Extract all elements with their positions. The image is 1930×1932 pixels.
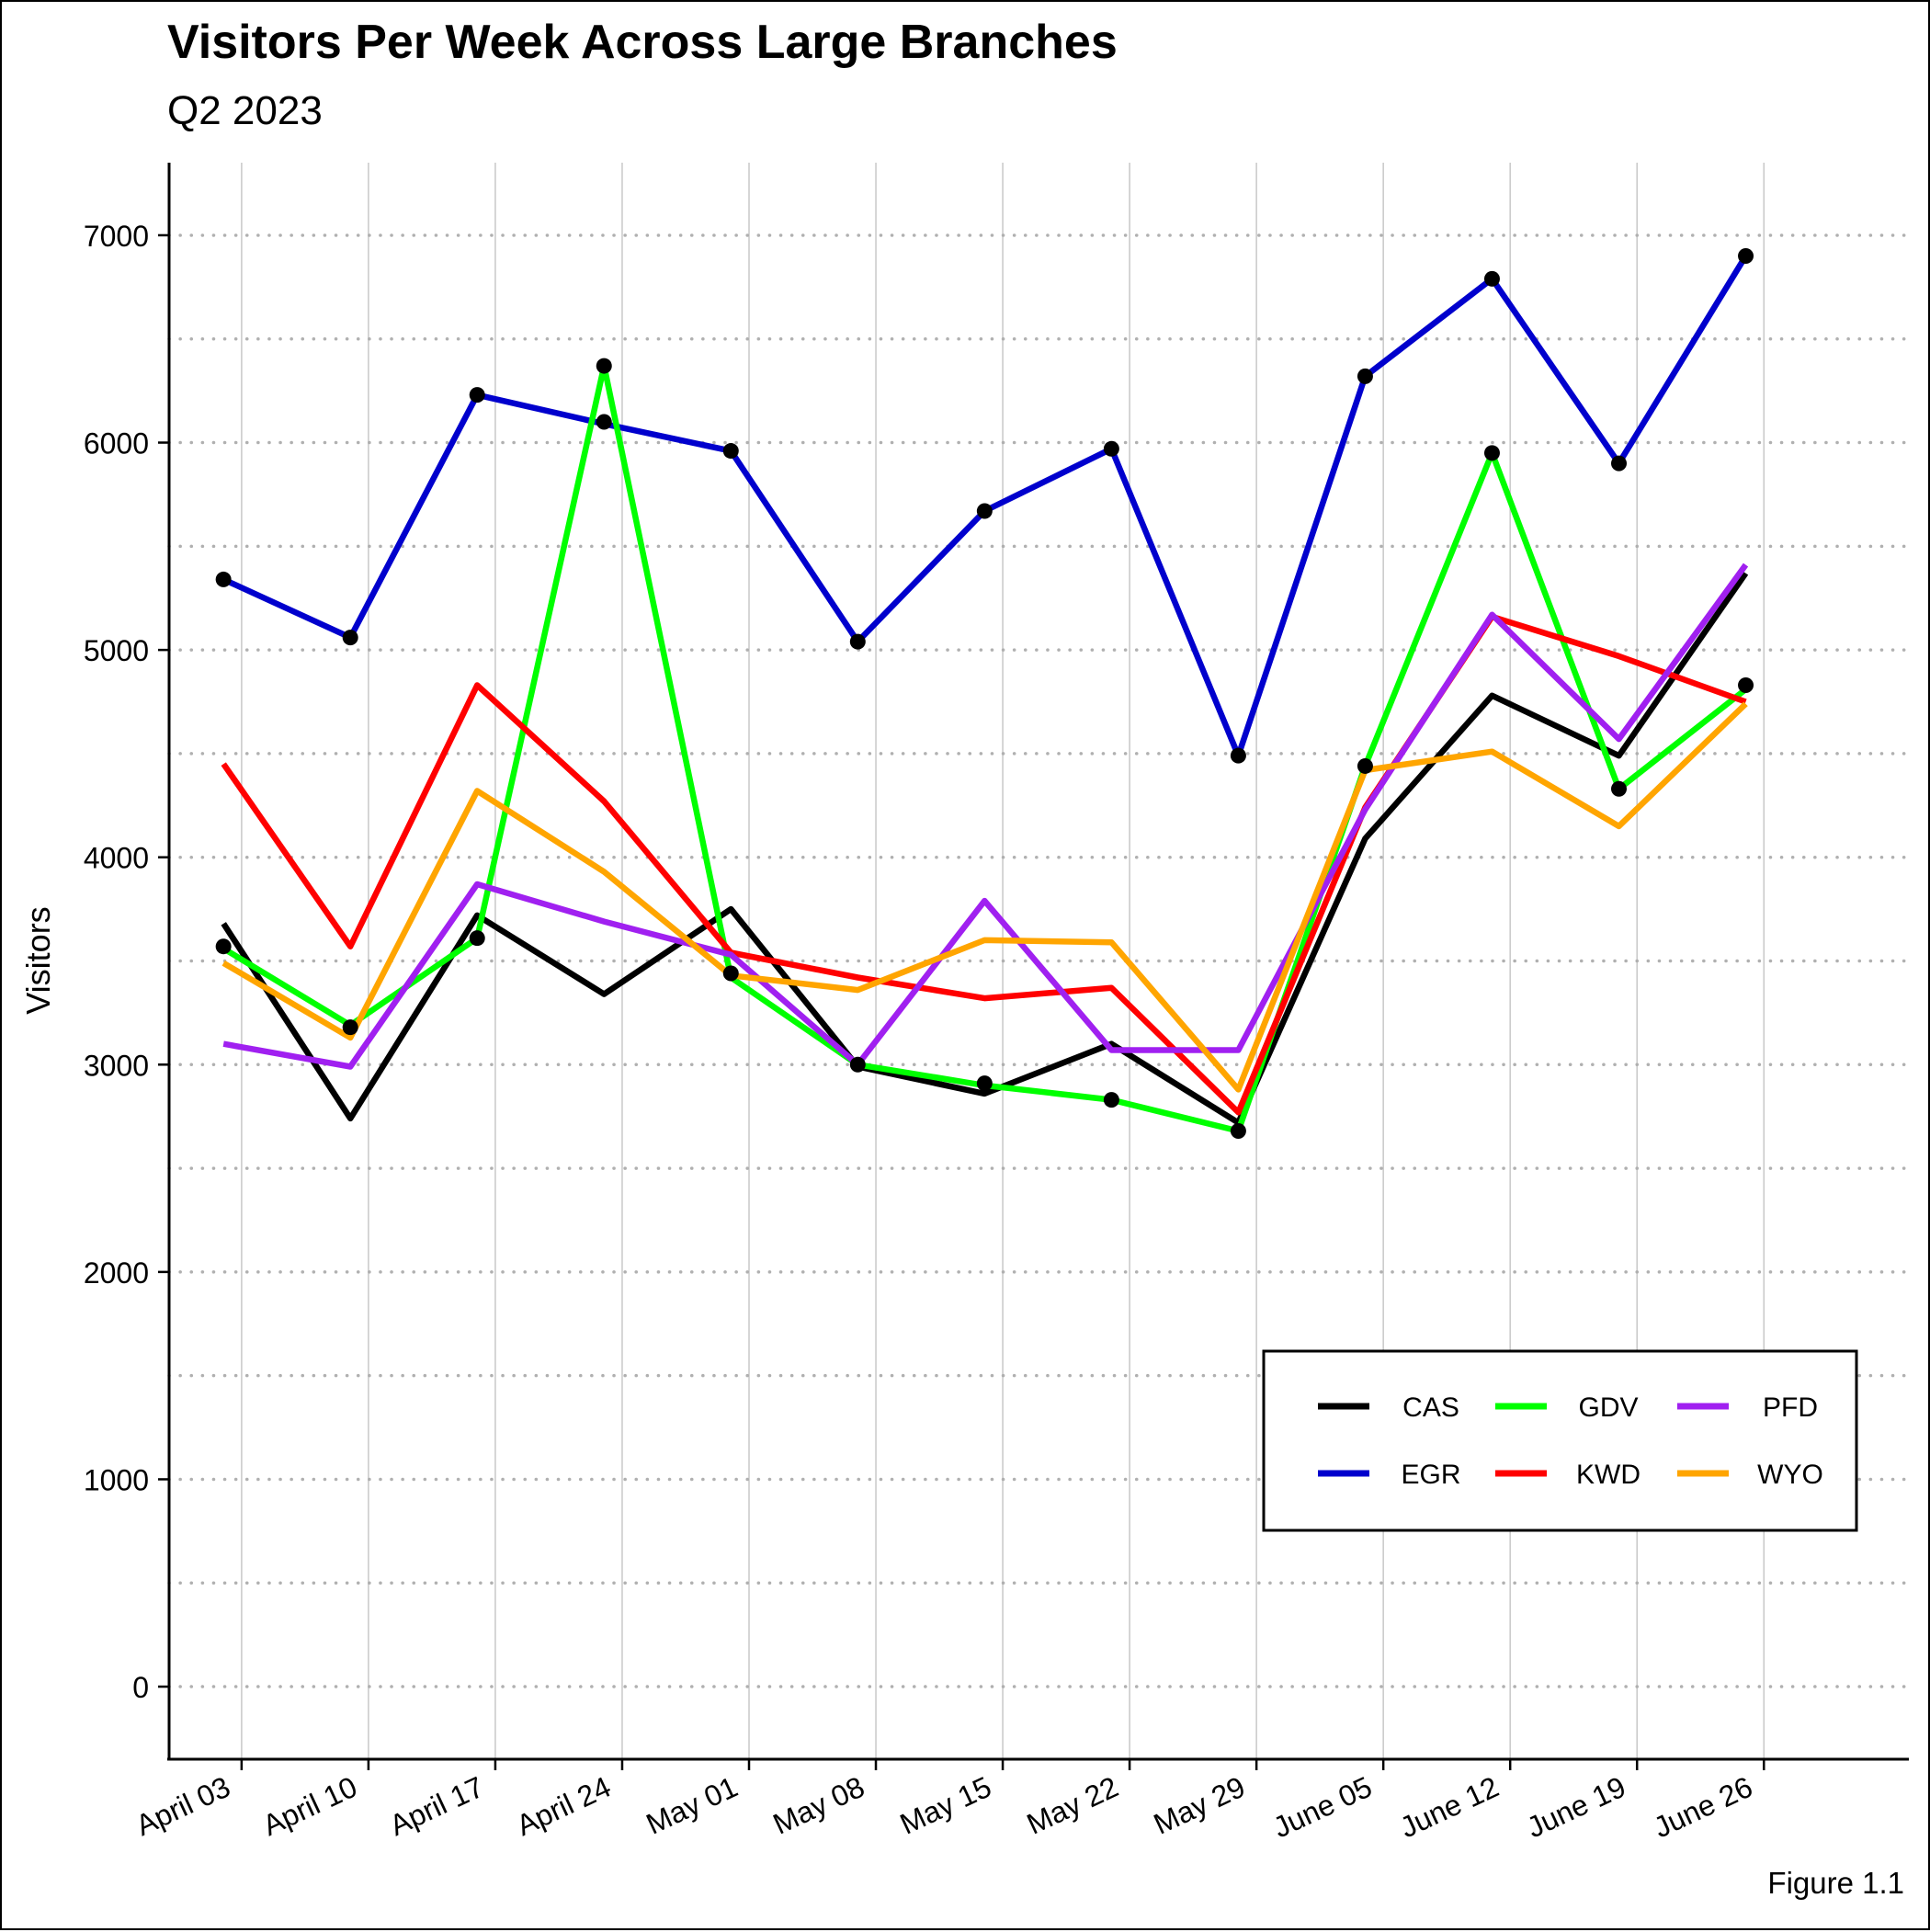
data-point [1230, 747, 1246, 764]
x-tick-label: April 17 [384, 1770, 489, 1842]
data-point [596, 414, 612, 430]
x-tick-label: April 10 [257, 1770, 362, 1842]
chart-subtitle: Q2 2023 [167, 88, 323, 133]
series-lines [221, 254, 1749, 1134]
y-tick-label: 5000 [84, 634, 149, 667]
legend: CAS EGR GDV KWD PFD WYO [1262, 1349, 1858, 1532]
data-point [722, 965, 739, 982]
chart-title: Visitors Per Week Across Large Branches [167, 16, 1118, 69]
legend-label-egr: EGR [1401, 1460, 1460, 1490]
legend-label-wyo: WYO [1757, 1460, 1823, 1490]
y-tick-label: 4000 [84, 842, 149, 875]
data-point [342, 630, 358, 646]
data-point [1357, 757, 1373, 774]
series-line-wyo [221, 701, 1748, 1093]
y-tick-label: 3000 [84, 1049, 149, 1082]
data-points [215, 248, 1754, 1139]
data-point [342, 1019, 358, 1036]
legend-label-kwd: KWD [1576, 1460, 1640, 1490]
data-point [1611, 780, 1627, 797]
x-tick-label: June 26 [1649, 1770, 1757, 1845]
series-line-pfd [222, 563, 1749, 1070]
legend-label-pfd: PFD [1763, 1392, 1818, 1423]
x-tick-label: April 03 [131, 1770, 235, 1842]
data-point [1103, 1092, 1119, 1108]
series-line-kwd [221, 613, 1747, 1116]
data-point [1103, 440, 1119, 457]
data-point [849, 1056, 866, 1073]
x-tick-label: May 29 [1149, 1770, 1250, 1841]
y-tick-label: 7000 [84, 220, 149, 253]
x-tick-label: June 05 [1268, 1770, 1377, 1845]
axes [167, 163, 1909, 1761]
data-point [849, 633, 866, 650]
data-point [722, 443, 739, 460]
y-axis-ticks: 0 1000 2000 3000 4000 5000 6000 7000 [84, 220, 169, 1704]
x-tick-label: June 12 [1395, 1770, 1504, 1845]
data-point [976, 503, 993, 519]
data-point [1483, 270, 1500, 287]
x-tick-label: May 15 [895, 1770, 996, 1841]
series-line-cas [221, 571, 1749, 1126]
data-point [1738, 676, 1754, 693]
legend-box [1262, 1349, 1858, 1532]
x-tick-label: May 08 [768, 1770, 869, 1841]
data-point [976, 1075, 993, 1092]
x-axis-ticks: April 03 April 10 April 17 April 24 May 01 Ma… [131, 1759, 1765, 1845]
data-point [1357, 368, 1373, 384]
data-point [596, 358, 612, 374]
data-point [1738, 248, 1754, 265]
data-point [469, 930, 485, 947]
series-line-gdv [221, 362, 1748, 1134]
y-tick-label: 0 [132, 1671, 149, 1704]
data-point [1230, 1122, 1246, 1139]
legend-label-gdv: GDV [1578, 1392, 1638, 1423]
figure-caption: Figure 1.1 [1767, 1866, 1904, 1900]
y-tick-label: 1000 [84, 1463, 149, 1496]
y-gridlines [167, 233, 1911, 1688]
data-point [1483, 445, 1500, 461]
x-tick-label: June 19 [1522, 1770, 1630, 1845]
x-tick-label: April 24 [511, 1770, 616, 1842]
data-point [215, 938, 232, 955]
data-point [469, 387, 485, 403]
y-tick-label: 6000 [84, 427, 149, 460]
x-tick-label: May 22 [1022, 1770, 1123, 1841]
legend-label-cas: CAS [1402, 1392, 1459, 1423]
data-point [215, 571, 232, 587]
y-tick-label: 2000 [84, 1256, 149, 1290]
y-axis-label: Visitors [19, 906, 57, 1014]
data-point [1611, 455, 1627, 472]
x-tick-label: May 01 [641, 1770, 743, 1841]
